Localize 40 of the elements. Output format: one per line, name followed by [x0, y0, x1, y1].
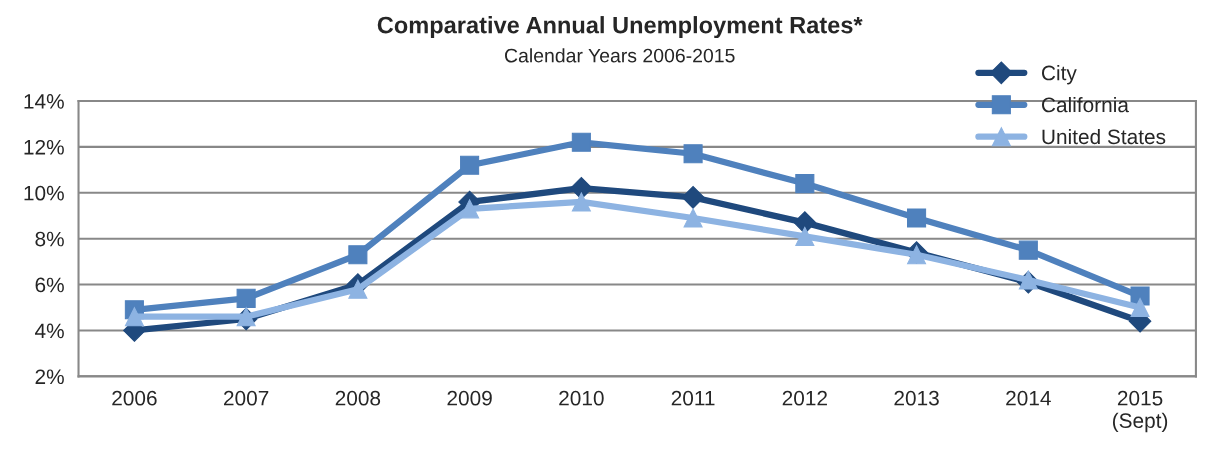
y-tick-label: 12% — [24, 139, 64, 155]
y-tick-label: 2% — [35, 369, 64, 385]
legend-label: California — [1041, 96, 1129, 113]
point — [1018, 240, 1038, 260]
x-tick-label: 2012 — [782, 390, 827, 406]
point — [795, 226, 815, 246]
x-tick-label: 2015 (Sept) — [1112, 390, 1168, 433]
x-tick-label: 2007 — [224, 390, 269, 406]
point — [907, 208, 927, 228]
y-tick-label: 14% — [24, 94, 64, 109]
point — [681, 186, 705, 209]
chart-subtitle: Calendar Years 2006-2015 — [505, 48, 735, 63]
x-tick-label: 2013 — [894, 390, 939, 406]
point — [683, 144, 703, 164]
point — [236, 288, 256, 308]
point — [570, 176, 593, 200]
point — [1130, 297, 1150, 318]
x-tick-label: 2011 — [671, 390, 715, 406]
point — [460, 155, 480, 175]
point — [348, 279, 368, 299]
y-tick-label: 6% — [35, 277, 64, 293]
point — [571, 132, 591, 152]
x-tick-label: 2010 — [559, 390, 604, 406]
point — [571, 192, 591, 212]
point — [348, 245, 368, 265]
x-tick-label: 2009 — [447, 390, 492, 406]
y-tick-label: 4% — [35, 323, 64, 339]
x-tick-label: 2006 — [112, 390, 157, 406]
legend-label: City — [1041, 65, 1077, 85]
chart-title: Comparative Annual Unemployment Rates* — [377, 16, 863, 39]
point — [793, 211, 817, 234]
point — [683, 208, 703, 228]
x-tick-label: 2008 — [335, 390, 381, 406]
x-tick-label: 2014 — [1006, 390, 1051, 406]
y-tick-label: 8% — [35, 231, 64, 247]
point — [460, 199, 480, 219]
point — [795, 174, 815, 194]
legend-label: United States — [1042, 128, 1166, 145]
y-tick-label: 10% — [24, 185, 64, 201]
point — [124, 307, 144, 327]
